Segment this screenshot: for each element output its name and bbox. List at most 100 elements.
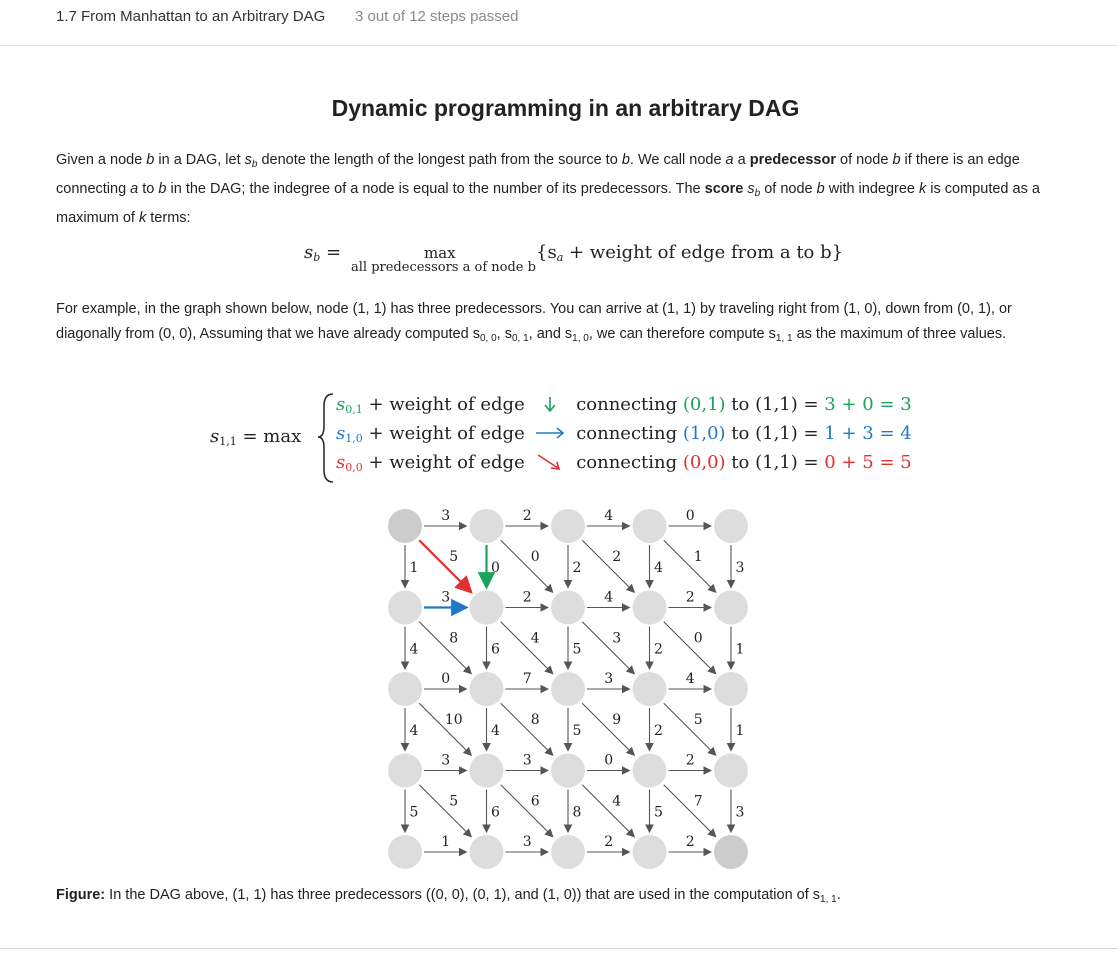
diagonal-edge-weight: 5 bbox=[449, 793, 458, 809]
right-edge-weight: 2 bbox=[686, 590, 695, 606]
diagonal-edge-weight: 0 bbox=[694, 630, 703, 646]
grid-node bbox=[632, 835, 667, 869]
grid-node bbox=[388, 590, 422, 625]
intro-paragraph: Given a node b in a DAG, let sb denote t… bbox=[56, 152, 1040, 226]
down-edge-weight: 3 bbox=[736, 804, 745, 820]
right-edge-weight: 2 bbox=[686, 753, 695, 769]
lesson-header: 1.7 From Manhattan to an Arbitrary DAG 3… bbox=[0, 0, 1118, 46]
grid-node bbox=[714, 590, 748, 625]
diagonal-edge-weight: 3 bbox=[612, 630, 621, 646]
progress-text: 3 out of 12 steps passed bbox=[355, 8, 519, 25]
formula-rhs-tail: + weight of edge from a to b} bbox=[563, 242, 844, 263]
right-edge-weight: 4 bbox=[686, 671, 695, 687]
grid-node bbox=[551, 509, 585, 543]
right-edge-weight: 3 bbox=[604, 671, 613, 687]
down-edge-weight: 4 bbox=[491, 723, 500, 739]
left-brace-icon bbox=[317, 393, 334, 483]
grid-node bbox=[551, 590, 585, 625]
down-edge-weight: 4 bbox=[654, 560, 663, 576]
diagonal-edge-weight: 5 bbox=[449, 549, 458, 565]
grid-node bbox=[388, 672, 422, 706]
diagonal-edge-weight: 9 bbox=[612, 712, 621, 728]
right-edge-weight: 4 bbox=[604, 590, 613, 606]
diagonal-edge bbox=[663, 702, 717, 757]
equation-row-right: s1,0 + weight of edge connecting (1,0) t… bbox=[336, 423, 912, 445]
diagonal-edge-weight: 8 bbox=[449, 630, 458, 646]
down-edge-weight: 5 bbox=[410, 804, 419, 820]
right-edge-weight: 3 bbox=[441, 590, 450, 606]
diagonal-edge bbox=[663, 621, 717, 675]
right-edge-weight: 1 bbox=[441, 834, 450, 850]
diagonal-edge-weight: 5 bbox=[694, 712, 703, 728]
diagonal-edge bbox=[663, 539, 717, 594]
right-edge-weight: 7 bbox=[523, 671, 532, 687]
diagonal-edge-weight: 10 bbox=[445, 712, 463, 728]
grid-node bbox=[388, 835, 422, 869]
equation-row-down: s0,1 + weight of edge connecting (0,1) t… bbox=[336, 394, 912, 416]
down-edge-weight: 2 bbox=[573, 560, 582, 576]
down-edge-weight: 5 bbox=[573, 641, 582, 657]
diagonal-edge-weight: 6 bbox=[531, 793, 540, 809]
formula-max-under: all predecessors a of node b bbox=[351, 260, 536, 275]
bottom-divider bbox=[0, 948, 1118, 949]
diagonal-arrow-icon bbox=[538, 454, 561, 470]
right-edge-weight: 2 bbox=[523, 508, 532, 524]
diagonal-edge-weight: 8 bbox=[531, 712, 540, 728]
formula-rhs: {s bbox=[536, 242, 557, 263]
down-edge-weight: 1 bbox=[736, 641, 745, 657]
right-edge-weight: 0 bbox=[441, 671, 450, 687]
diagonal-edge-weight: 2 bbox=[612, 549, 621, 565]
down-edge-weight: 4 bbox=[410, 723, 419, 739]
grid-node bbox=[551, 672, 585, 706]
recurrence-formula: sb = max all predecessors a of node b {s… bbox=[304, 242, 844, 275]
right-edge-weight: 3 bbox=[441, 753, 450, 769]
down-edge-weight: 0 bbox=[491, 560, 500, 576]
right-arrow-icon bbox=[536, 427, 565, 439]
diagonal-edge bbox=[500, 784, 554, 838]
grid-node bbox=[469, 753, 504, 788]
grid-node bbox=[469, 672, 504, 706]
diagonal-edge bbox=[418, 784, 473, 838]
right-edge-weight: 0 bbox=[686, 508, 695, 524]
grid-node bbox=[469, 835, 504, 869]
example-equation: s1,1 = max s0,1 + weight of edge connect… bbox=[210, 390, 950, 485]
down-edge-weight: 1 bbox=[410, 560, 419, 576]
dag-grid-svg: 3 2 4 03 2 4 20 7 3 43 3 0 21 3 2 21 0 2 4 34 6 5 2 14 4 5 2 15 6 8 5 3… bbox=[388, 508, 748, 869]
diagonal-edge-weight: 7 bbox=[694, 793, 703, 809]
right-edge-weight: 2 bbox=[523, 590, 532, 606]
grid-node bbox=[632, 672, 667, 706]
equation-row-diagonal: s0,0 + weight of edge connecting (0,0) t… bbox=[336, 452, 912, 474]
diagonal-edge-weight: 0 bbox=[531, 549, 540, 565]
down-edge-weight: 6 bbox=[491, 804, 500, 820]
right-edge-weight: 3 bbox=[523, 834, 532, 850]
grid-node bbox=[714, 672, 748, 706]
diagonal-edge bbox=[500, 621, 554, 675]
figure-caption: Figure: In the DAG above, (1, 1) has thr… bbox=[56, 887, 841, 905]
page-title: Dynamic programming in an arbitrary DAG bbox=[331, 95, 800, 121]
example-paragraph: For example, in the graph shown below, n… bbox=[56, 301, 1012, 344]
down-edge-weight: 2 bbox=[654, 723, 663, 739]
diagonal-edge bbox=[581, 784, 636, 838]
formula-max: max bbox=[424, 244, 456, 262]
grid-node bbox=[714, 509, 748, 543]
grid-node bbox=[632, 753, 667, 788]
diagonal-edge bbox=[500, 702, 554, 757]
grid-node bbox=[469, 590, 504, 625]
grid-node bbox=[551, 753, 585, 788]
diagonal-edge-weight: 4 bbox=[531, 630, 540, 646]
right-edge-weight: 3 bbox=[523, 753, 532, 769]
grid-node bbox=[469, 509, 504, 543]
lesson-title[interactable]: 1.7 From Manhattan to an Arbitrary DAG bbox=[56, 8, 326, 25]
diagonal-edge bbox=[418, 702, 473, 757]
diagonal-edge bbox=[418, 621, 473, 675]
grid-node bbox=[632, 509, 667, 543]
down-edge-weight: 2 bbox=[654, 641, 663, 657]
right-edge-weight: 2 bbox=[604, 834, 613, 850]
down-edge-weight: 3 bbox=[736, 560, 745, 576]
right-edge-weight: 0 bbox=[604, 753, 613, 769]
down-edge-weight: 1 bbox=[736, 723, 745, 739]
diagonal-edge bbox=[581, 702, 636, 757]
right-edge-weight: 4 bbox=[604, 508, 613, 524]
diagonal-edge bbox=[581, 621, 636, 675]
